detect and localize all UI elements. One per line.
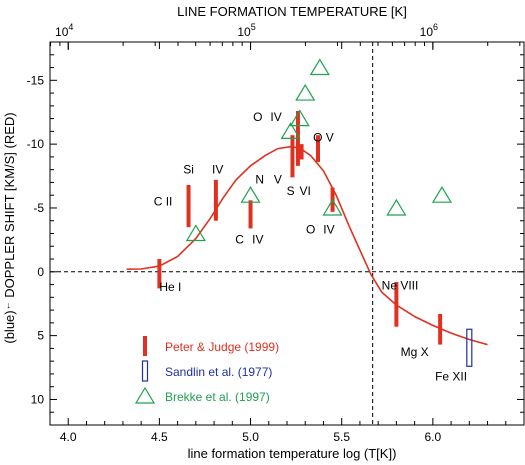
line-label: VI (300, 184, 311, 198)
peter-judge-bar (290, 135, 295, 178)
line-label: IV (323, 223, 334, 237)
peter-judge-bar (213, 179, 218, 221)
y-tick-label: -10 (27, 137, 45, 151)
brekke-triangle (386, 198, 407, 216)
line-label: N (255, 173, 264, 187)
line-label: Mg X (401, 345, 429, 359)
y-axis-title: (blue)← DOPPLER SHIFT [KM/S] (RED) (2, 112, 17, 343)
peter-judge-bar (438, 313, 443, 345)
line-label: Fe XII (435, 369, 467, 383)
y-axis-title-arrow: ← (2, 301, 12, 310)
legend-label: Brekke et al. (1997) (165, 390, 270, 404)
sandlin-rect (466, 328, 473, 367)
top-tick-exponent: 6 (433, 22, 438, 32)
legend-triangle-marker (134, 386, 156, 404)
plot-frame (49, 41, 525, 426)
top-tick-label: 106 (420, 22, 438, 39)
line-label: O (306, 223, 315, 237)
brekke-triangle (289, 109, 310, 127)
line-label: C (235, 233, 244, 247)
peter-judge-bar (157, 259, 162, 289)
x-tick-label: 4.0 (60, 430, 77, 444)
top-tick-exponent: 4 (68, 22, 73, 32)
top-tick-label: 104 (55, 22, 73, 39)
top-tick-base: 10 (55, 25, 69, 39)
legend-label: Sandlin et al. (1977) (165, 365, 272, 379)
y-tick-label: -5 (33, 201, 44, 215)
brekke-triangle (322, 198, 343, 216)
brekke-triangle (431, 186, 453, 203)
top-axis-title: LINE FORMATION TEMPERATURE [K] (177, 4, 407, 19)
brekke-triangle (240, 186, 261, 203)
x-tick-label: 5.5 (333, 430, 350, 444)
legend: Peter & Judge (1999) Sandlin et al. (1977… (134, 336, 279, 404)
line-label: C II (154, 194, 173, 208)
y-axis-title-main: DOPPLER SHIFT [KM/S] (RED) (2, 112, 17, 301)
brekke-triangle (280, 122, 301, 139)
peter-judge-bar (248, 200, 253, 229)
brekke-triangle (309, 58, 330, 76)
brekke-triangle (185, 224, 206, 242)
y-tick-label: -15 (27, 73, 45, 87)
peter-judge-bar (299, 144, 304, 160)
brekke-triangle (295, 83, 316, 101)
line-label: IV (252, 233, 263, 247)
y-axis-title-prefix: (blue) (2, 310, 17, 343)
top-tick-label: 105 (237, 22, 255, 39)
peter-judge-bar (394, 282, 399, 327)
y-tick-label: 5 (37, 329, 44, 343)
x-tick-label: 4.5 (151, 430, 168, 444)
y-tick-label: 10 (31, 392, 45, 406)
y-tick-label: 0 (37, 265, 44, 279)
peter-judge-bar (186, 184, 191, 228)
line-label: Ne VIII (382, 279, 419, 293)
fit-curve (126, 145, 488, 346)
line-label: O (253, 110, 262, 124)
line-label: IV (212, 162, 223, 176)
legend-rect-marker (141, 360, 149, 382)
line-label: O V (313, 131, 334, 145)
line-label: IV (270, 110, 281, 124)
bottom-axis-title: line formation temperature log (T[K]) (188, 446, 397, 461)
legend-bar-marker (143, 336, 147, 356)
top-tick-exponent: 5 (251, 22, 256, 32)
x-tick-label: 6.0 (425, 430, 442, 444)
peter-judge-bar (315, 135, 320, 163)
legend-label: Peter & Judge (1999) (165, 340, 279, 354)
top-tick-base: 10 (420, 25, 434, 39)
line-label: Si (183, 162, 194, 176)
line-label: S (287, 184, 295, 198)
line-label: He I (159, 280, 181, 294)
line-label: V (274, 173, 282, 187)
top-tick-base: 10 (237, 25, 251, 39)
x-tick-label: 5.0 (242, 430, 259, 444)
